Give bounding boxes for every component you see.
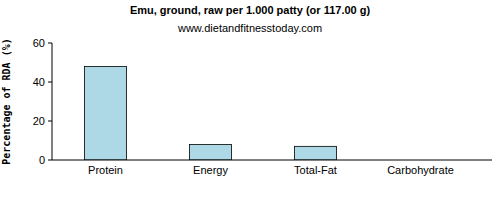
- bar: [190, 144, 232, 160]
- y-tick-label: 60: [33, 37, 45, 49]
- bar: [295, 146, 337, 160]
- y-tick: [48, 121, 52, 122]
- y-tick: [48, 43, 52, 44]
- bars: [85, 66, 337, 160]
- y-tick-label: 0: [39, 154, 45, 166]
- chart-container: Emu, ground, raw per 1.000 patty (or 117…: [0, 0, 500, 200]
- x-axis-line: [52, 160, 492, 161]
- subtitle: www.dietandfitnesstoday.com: [177, 22, 322, 34]
- y-tick: [48, 160, 52, 161]
- chart-svg: Emu, ground, raw per 1.000 patty (or 117…: [0, 0, 500, 200]
- x-tick-label: Total-Fat: [294, 164, 337, 176]
- x-tick-label: Energy: [193, 164, 228, 176]
- y-tick-label: 20: [33, 115, 45, 127]
- x-tick-label: Protein: [88, 164, 123, 176]
- y-axis-line: [52, 43, 53, 160]
- title: Emu, ground, raw per 1.000 patty (or 117…: [130, 4, 371, 16]
- y-tick: [48, 82, 52, 83]
- x-tick-label: Carbohydrate: [387, 164, 454, 176]
- y-tick-label: 40: [33, 76, 45, 88]
- bar: [85, 66, 127, 160]
- y-axis-label: Percentage of RDA (%): [1, 38, 12, 164]
